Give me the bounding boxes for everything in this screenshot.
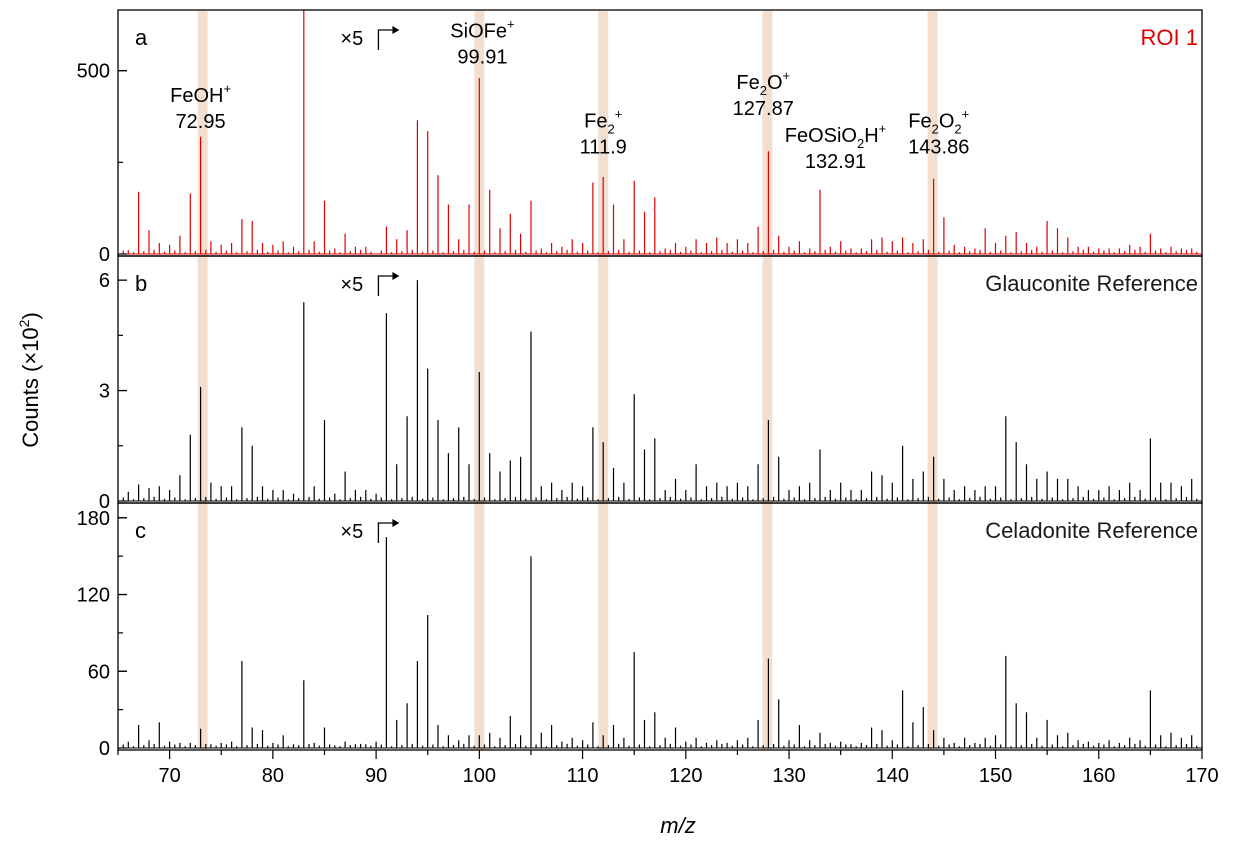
ion-formula-part: +: [615, 107, 623, 122]
y-tick-label: 120: [77, 585, 110, 607]
panel-letter: c: [135, 518, 146, 543]
y-tick-label: 0: [99, 738, 110, 760]
y-tick-label: 180: [77, 508, 110, 530]
ion-formula-part: O: [767, 72, 783, 94]
ion-formula-part: 2: [954, 122, 961, 137]
x-axis-label: m/z: [660, 813, 695, 838]
ion-formula-part: +: [962, 107, 970, 122]
ion-formula-part: SiOFe: [450, 21, 507, 43]
panel-title: ROI 1: [1141, 25, 1198, 50]
ion-formula-part: 2: [760, 83, 767, 98]
y-tick-label: 3: [99, 381, 110, 403]
x-tick-label: 80: [262, 765, 284, 787]
scale-arrow: [392, 272, 400, 280]
panel-title: Celadonite Reference: [985, 518, 1198, 543]
y-axis-label-main: Counts (×10: [18, 327, 43, 447]
y-tick-label: 6: [99, 270, 110, 292]
ion-formula-part: +: [507, 17, 515, 32]
y-tick-label: 0: [99, 491, 110, 513]
highlight-band: [762, 11, 773, 750]
y-tick-label: 0: [99, 244, 110, 266]
ion-formula-part: FeOH: [170, 85, 223, 107]
x-tick-label: 120: [669, 765, 702, 787]
ion-formula-label: Fe2+: [584, 107, 622, 137]
ion-formula-label: FeOH+: [170, 81, 231, 107]
highlight-band: [927, 11, 938, 750]
ion-mass-label: 143.86: [908, 137, 969, 159]
x-tick-label: 140: [876, 765, 909, 787]
ion-formula-label: FeOSiO2H+: [785, 121, 887, 151]
ion-mass-label: 99.91: [457, 47, 507, 69]
spectrum-peaks: [122, 280, 1198, 501]
scale-bracket: [377, 522, 393, 543]
x-tick-label: 150: [979, 765, 1012, 787]
y-axis-label-sup: 2: [16, 319, 32, 327]
x-tick-label: 100: [463, 765, 496, 787]
highlight-band: [197, 11, 208, 750]
scale-arrow: [392, 519, 400, 527]
panel-frame: [117, 502, 1203, 751]
ion-formula-part: O: [939, 111, 955, 133]
panel-letter: b: [135, 271, 147, 296]
highlight-bands: [197, 11, 938, 750]
ion-formula-part: +: [223, 81, 231, 96]
panel-b: 0 3 6 b Glauconite Reference ×5: [99, 255, 1203, 513]
ion-formula-part: Fe: [736, 72, 759, 94]
panel-title: Glauconite Reference: [985, 271, 1198, 296]
ion-formula-label: SiOFe+: [450, 17, 514, 43]
x-tick-label: 130: [772, 765, 805, 787]
x-tick-label: 90: [365, 765, 387, 787]
ion-formula-part: Fe: [908, 111, 931, 133]
x-axis: 70 80 90 100 110 120 130 140 150 160 170: [117, 750, 1219, 787]
panel-frame: [117, 9, 1203, 257]
x-tick-label: 160: [1082, 765, 1115, 787]
x-tick-label: 170: [1185, 765, 1218, 787]
ion-formula-part: H: [864, 125, 878, 147]
ion-formula-part: 2: [607, 122, 614, 137]
y-tick-label: 500: [77, 61, 110, 83]
ion-mass-label: 111.9: [580, 137, 627, 159]
ion-formula-part: FeOSiO: [785, 125, 857, 147]
y-axis-label-close: ): [18, 312, 43, 319]
x-tick-label: 70: [158, 765, 180, 787]
scale-factor-label: ×5: [340, 274, 363, 296]
spectrum-peaks: [122, 10, 1198, 254]
ion-formula-part: +: [879, 121, 887, 136]
ion-formula-part: 2: [932, 122, 939, 137]
scale-factor-label: ×5: [340, 28, 363, 50]
ion-mass-label: 72.95: [176, 111, 226, 133]
scale-factor-label: ×5: [340, 521, 363, 543]
panel-c: 0 60 120 180 c Celadonite Reference ×5: [77, 502, 1203, 760]
y-axis-label: Counts (×102): [16, 312, 43, 448]
x-tick-label: 110: [567, 765, 599, 787]
scale-bracket: [377, 29, 393, 50]
ion-formula-part: 2: [857, 136, 864, 151]
ion-formula-part: Fe: [584, 111, 607, 133]
ion-formula-label: Fe2O+: [736, 68, 790, 98]
ion-formula-part: +: [783, 68, 791, 83]
scale-bracket: [377, 275, 393, 296]
ion-mass-label: 127.87: [733, 98, 794, 120]
y-tick-label: 60: [88, 661, 110, 683]
scale-arrow: [392, 26, 400, 34]
spectrum-peaks: [122, 537, 1198, 748]
ion-formula-label: Fe2O2+: [908, 107, 969, 137]
ion-mass-label: 132.91: [805, 151, 866, 173]
highlight-band: [598, 11, 609, 750]
panel-letter: a: [135, 25, 148, 50]
